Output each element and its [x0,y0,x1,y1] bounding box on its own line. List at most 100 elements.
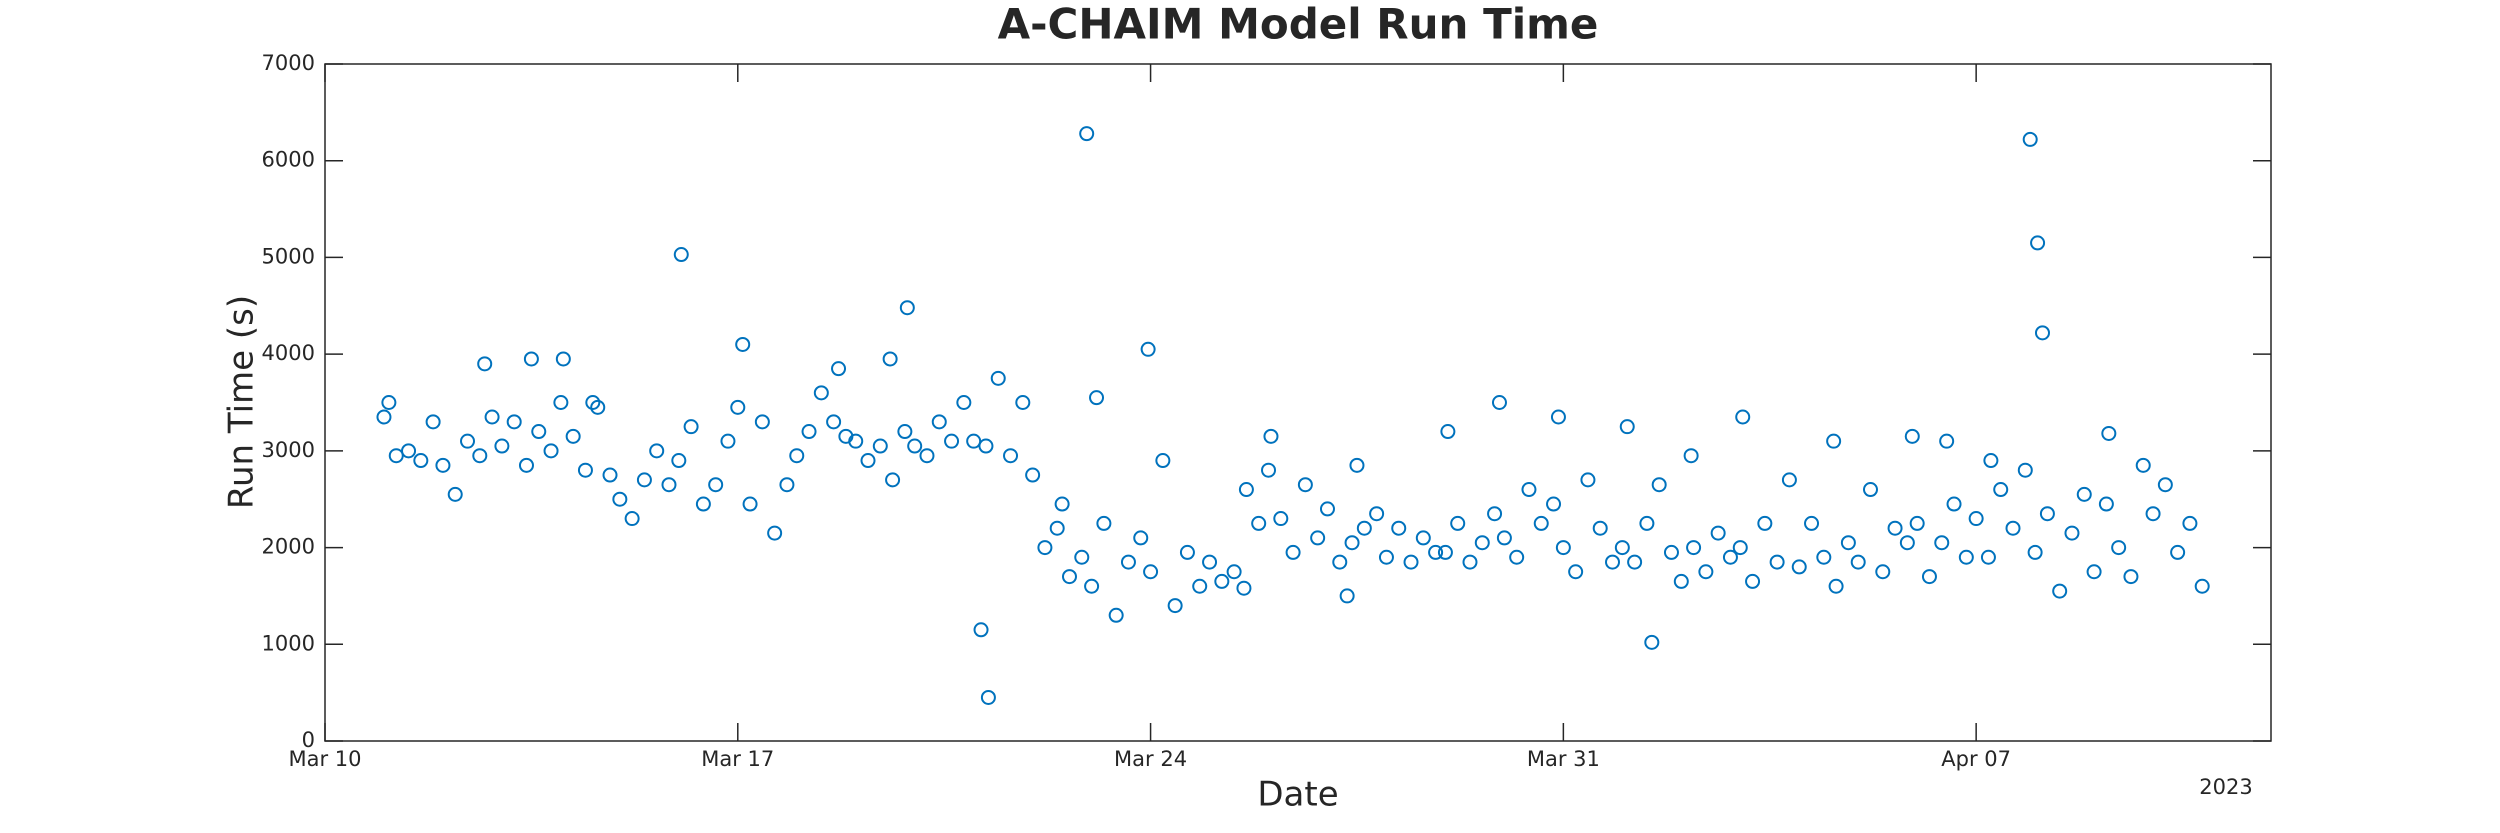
point [1061,569,1077,585]
point [1297,477,1313,493]
point [1769,554,1785,570]
point [1491,395,1507,410]
point [1332,554,1348,570]
point [1192,578,1208,594]
x-tick-label: Apr 07 [1941,747,2011,771]
point [1683,448,1699,464]
point [2034,325,2050,341]
point [1378,549,1394,565]
point [1025,467,1041,483]
point [518,457,534,473]
point [2064,525,2080,541]
point [1285,544,1301,560]
point [1089,390,1105,406]
point [1580,472,1596,488]
point [1826,433,1842,449]
point [494,438,510,454]
point [720,433,736,449]
point [1509,549,1525,565]
point [966,433,982,449]
point [980,689,996,705]
point [1550,409,1566,425]
point [931,414,947,430]
point [1639,515,1655,531]
point [2005,520,2021,536]
point [413,453,429,469]
point [1120,554,1136,570]
point [661,477,677,493]
point [767,525,783,541]
point [708,477,724,493]
point [2098,496,2114,512]
point [1273,511,1289,527]
point [1533,515,1549,531]
point [813,385,829,401]
point [1546,496,1562,512]
point [506,414,522,430]
point [388,448,404,464]
point [1627,554,1643,570]
point [1428,544,1444,560]
point [1487,506,1503,522]
point [872,438,888,454]
point [907,438,923,454]
point [831,361,847,377]
point [1875,564,1891,580]
point [1946,496,1962,512]
point [523,351,539,367]
point [602,467,618,483]
point [1934,535,1950,551]
point [1757,515,1773,531]
point [2052,583,2068,599]
point [585,395,601,410]
point [1474,535,1490,551]
point [612,491,628,507]
point [1619,419,1635,435]
point [1909,515,1925,531]
point [1096,515,1112,531]
y-tick-label: 6000 [262,148,315,172]
point [2135,457,2151,473]
point [435,457,451,473]
point [1084,578,1100,594]
point [565,428,581,444]
point [1605,554,1621,570]
point [978,438,994,454]
point [1710,525,1726,541]
point [1108,607,1124,623]
point [1133,530,1149,546]
point [1037,540,1053,556]
point [1369,506,1385,522]
point [1732,540,1748,556]
point [1202,554,1218,570]
plot-frame [324,63,2272,742]
point [2123,569,2139,585]
point [990,370,1006,386]
point [1339,588,1355,604]
point [2017,462,2033,478]
point [1968,511,1984,527]
point [671,453,687,469]
point [2022,131,2038,147]
point [973,622,989,638]
point [2030,235,2046,251]
point [376,409,392,425]
point [673,247,689,263]
y-tick-label: 5000 [262,244,315,268]
point [695,496,711,512]
point [826,414,842,430]
point [1179,544,1195,560]
point [472,448,488,464]
chart-title: A-CHAIM Model Run Time [998,0,1599,49]
point [1155,453,1171,469]
point [1745,573,1761,589]
point [649,443,665,459]
point [553,395,569,410]
point [1521,482,1537,498]
point [555,351,571,367]
point [2101,425,2117,441]
point [1356,520,1372,536]
point [484,409,500,425]
point [577,462,593,478]
point [1261,462,1277,478]
